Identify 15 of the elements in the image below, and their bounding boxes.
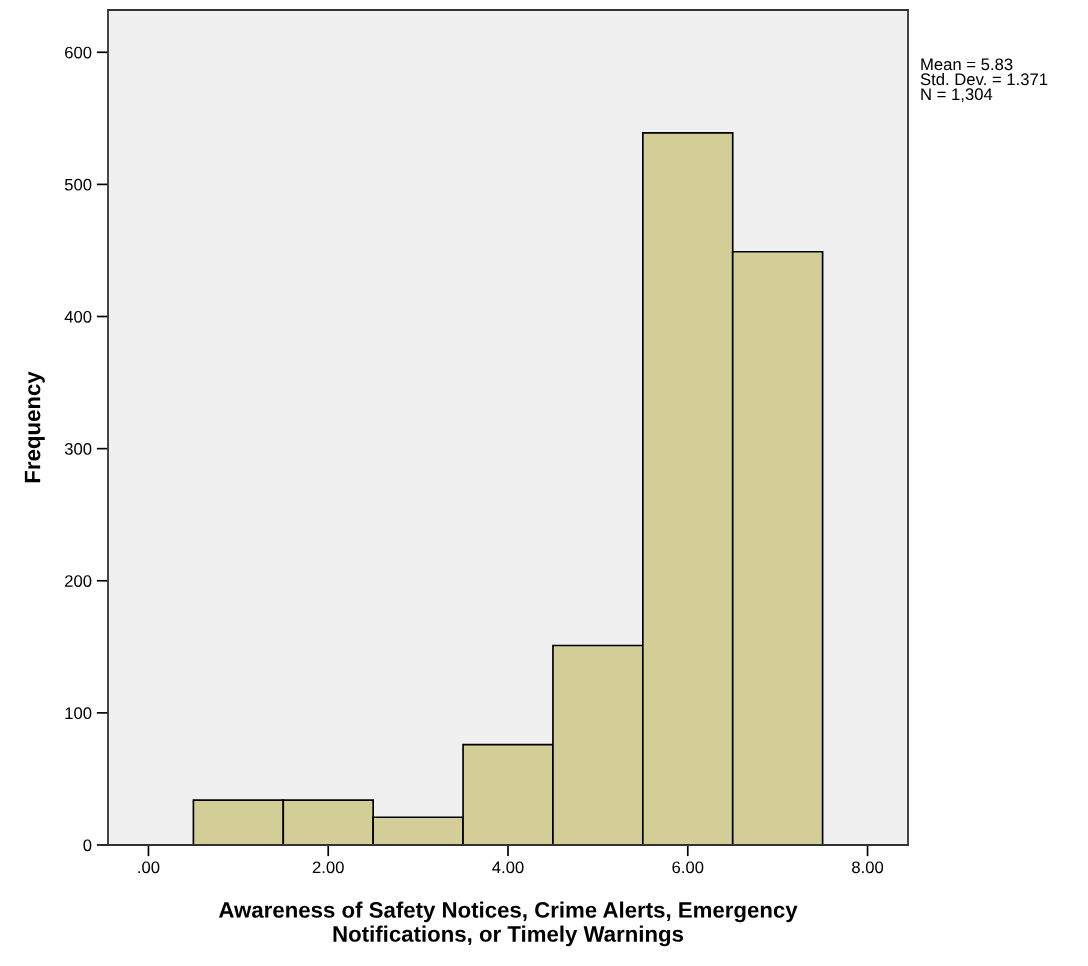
x-tick-label: 2.00	[312, 861, 344, 874]
text: Mean = 5.83 Std. Dev. = 1.371 N = 1,304	[920, 58, 1048, 103]
y-tick-label: 400	[64, 310, 92, 323]
y-tick-label: 600	[65, 46, 92, 59]
y-tick-label: 500	[64, 178, 92, 191]
y-tick-label: 300	[64, 443, 92, 455]
y-axis-title: Frequency	[24, 371, 45, 483]
y-tick-label: 0	[83, 839, 92, 852]
x-tick-label: 4.00	[492, 861, 524, 874]
y-tick-label: 200	[65, 575, 92, 587]
x-axis-title: Awareness of Safety Notices, Crime Alerts, Emergency Notifications, or Timely Warnings	[218, 901, 798, 947]
x-tick-label: .00	[138, 861, 160, 874]
x-tick-label: 6.00	[672, 861, 704, 874]
y-tick-label: 100	[65, 707, 92, 720]
x-tick-label: 8.00	[852, 861, 884, 874]
